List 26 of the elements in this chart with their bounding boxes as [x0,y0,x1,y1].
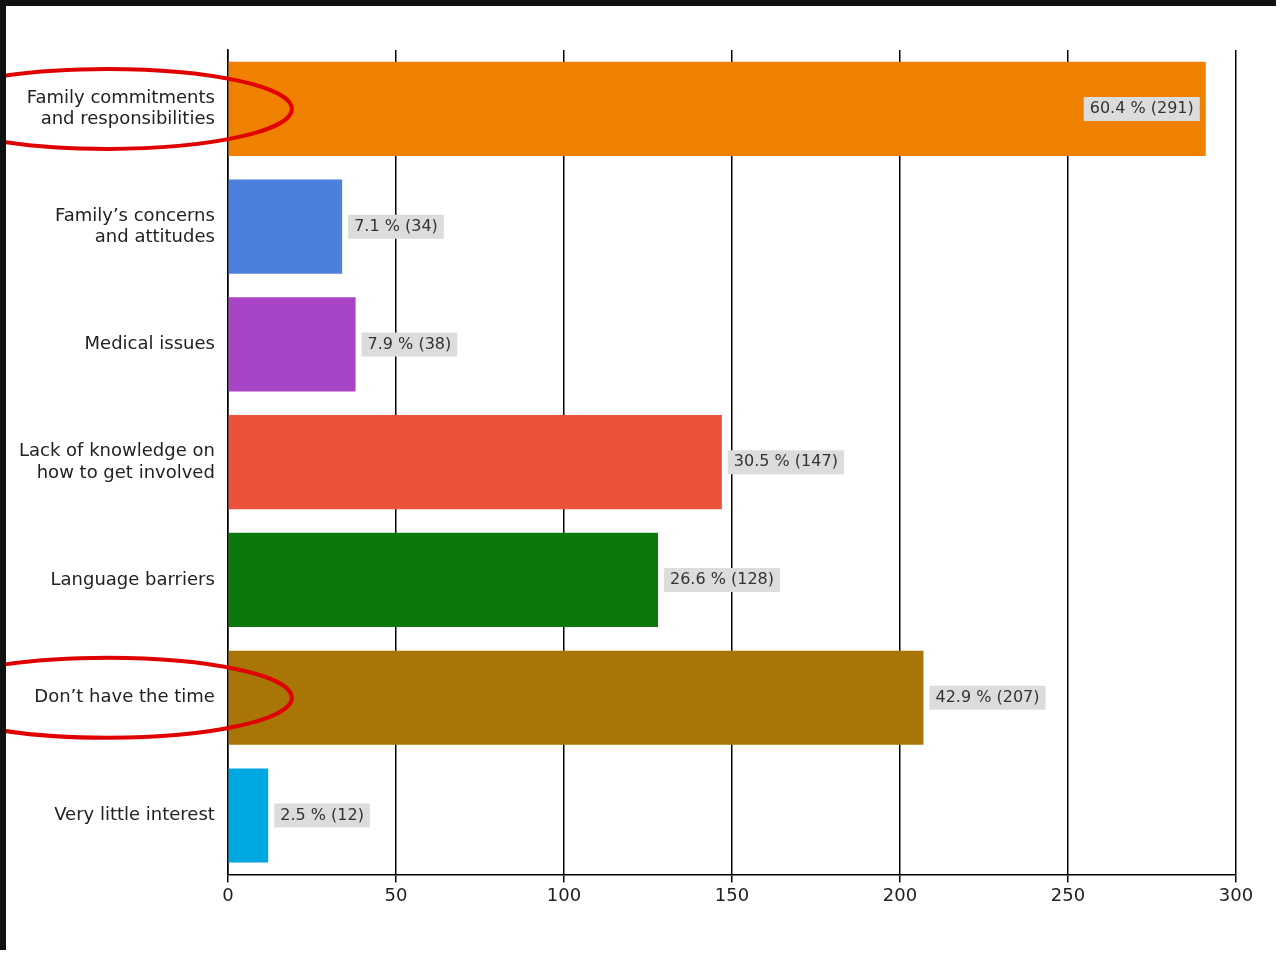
y-tick-label: Language barriers [50,567,215,589]
data-label: 60.4 % (291) [1089,98,1194,118]
y-tick-label: Family commitments and responsibilities [26,85,215,129]
bar [228,415,722,510]
bar [228,297,356,392]
y-tick-label: Family’s concerns and attitudes [54,203,215,247]
y-tick-label: Lack of knowledge on how to get involved [18,439,215,482]
y-tick-label: Don’t have the time [34,685,215,707]
x-tick-label: 200 [882,883,918,905]
data-label: 26.6 % (128) [670,569,775,589]
bar [228,768,269,863]
bar [228,532,659,628]
x-tick-label: 250 [1050,883,1086,905]
x-tick-label: 100 [546,883,582,905]
data-label: 30.5 % (147) [733,451,838,471]
x-tick-label: 150 [714,883,750,905]
x-tick-label: 50 [384,883,408,905]
y-tick-label: Medical issues [84,332,215,354]
data-label: 7.1 % (34) [354,215,438,235]
data-label: 7.9 % (38) [367,333,452,353]
x-tick-label: 300 [1218,883,1254,905]
y-tick-label: Very little interest [54,803,215,825]
bar [228,179,343,274]
data-label: 2.5 % (12) [280,804,364,824]
data-label: 42.9 % (207) [935,686,1040,706]
x-tick-label: 0 [222,883,234,905]
